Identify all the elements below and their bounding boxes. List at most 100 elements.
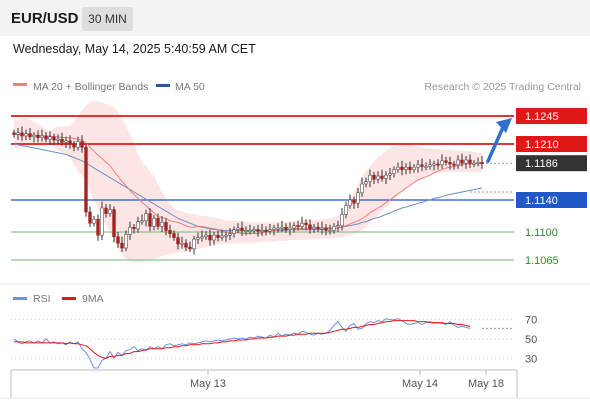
candle-body <box>204 234 208 238</box>
candle-body <box>396 166 400 170</box>
candle-body <box>384 174 388 179</box>
candle-body <box>316 226 320 230</box>
candle-body <box>60 138 64 143</box>
candle-body <box>128 226 132 235</box>
candle-body <box>444 160 448 163</box>
x-tick-label: May 18 <box>468 378 504 390</box>
candle-body <box>480 162 484 164</box>
symbol-title: EUR/USD <box>11 10 79 27</box>
forecast-arrow-shaft <box>486 123 506 163</box>
candle-body <box>400 166 404 170</box>
candle-body <box>152 218 156 227</box>
candle-body <box>412 166 416 170</box>
rsi-tick-30: 30 <box>525 353 537 365</box>
candle-body <box>328 230 332 232</box>
candle-body <box>208 234 212 241</box>
candle-body <box>464 159 468 164</box>
candle-body <box>336 225 340 228</box>
candle-body <box>324 227 328 231</box>
candle-body <box>56 138 60 141</box>
candle-body <box>264 230 268 232</box>
candle-body <box>252 229 256 232</box>
bollinger-band <box>14 100 482 263</box>
candle-body <box>452 163 456 166</box>
candle-body <box>108 209 112 214</box>
candle-body <box>92 218 96 224</box>
candle-body <box>432 163 436 166</box>
candle-body <box>80 141 84 148</box>
candle-body <box>308 224 312 230</box>
candle-body <box>424 166 428 168</box>
level-tag-1.1186 <box>516 155 587 172</box>
rsi-ma-legend-label: 9MA <box>82 293 104 305</box>
level-tag-1.1140 <box>516 192 587 208</box>
candle-body <box>220 235 224 238</box>
candle-body <box>312 226 316 230</box>
candle-body <box>360 183 364 194</box>
candle-body <box>200 236 204 239</box>
candle-body <box>168 230 172 234</box>
candle-body <box>140 220 144 223</box>
level-label-1.1100: 1.1100 <box>525 227 558 239</box>
forecast-arrow <box>486 118 512 163</box>
candle-body <box>348 199 352 206</box>
candle-body <box>64 140 68 143</box>
ma50-legend-swatch <box>156 84 170 87</box>
candle-body <box>116 236 120 244</box>
candle-body <box>188 246 192 250</box>
candle-body <box>344 205 348 215</box>
x-tick-label: May 13 <box>190 378 226 390</box>
candle-body <box>320 227 324 230</box>
candle-body <box>268 229 272 232</box>
candle-body <box>468 159 472 164</box>
credit-text: Research © 2025 Trading Central <box>424 81 581 93</box>
candle-body <box>376 175 380 180</box>
candle-body <box>288 227 292 230</box>
candle-body <box>276 227 280 230</box>
timeframe-badge[interactable]: 30 MIN <box>82 7 133 31</box>
candle-body <box>180 242 184 245</box>
candle-body <box>104 207 108 214</box>
moving-averages <box>13 133 483 235</box>
candle-body <box>28 133 32 138</box>
candle-body <box>404 166 408 170</box>
level-label-1.1186: 1.1186 <box>525 158 558 170</box>
candle-body <box>160 222 164 227</box>
candles <box>12 126 484 255</box>
candle-body <box>24 133 28 137</box>
candle-body <box>184 242 188 248</box>
candle-body <box>296 225 300 228</box>
candle-body <box>460 159 464 164</box>
level-tag-1.1245 <box>516 108 587 124</box>
candle-body <box>120 242 124 249</box>
candle-body <box>356 192 360 204</box>
rsi-series-9ma <box>14 320 471 359</box>
candle-body <box>456 159 460 166</box>
candle-body <box>124 234 128 249</box>
level-label-1.1245: 1.1245 <box>525 111 559 123</box>
candle-body <box>216 234 220 238</box>
rsi-ma-legend-swatch <box>62 297 76 300</box>
candle-body <box>340 214 344 226</box>
candle-body <box>304 222 308 226</box>
candle-body <box>372 174 376 180</box>
candle-body <box>136 221 140 230</box>
candle-body <box>416 164 420 168</box>
candle-body <box>420 164 424 167</box>
level-label-1.1140: 1.1140 <box>525 195 558 207</box>
candle-body <box>12 132 16 135</box>
candle-body <box>472 162 476 165</box>
level-label-1.1210: 1.1210 <box>525 139 559 151</box>
timestamp-text: Wednesday, May 14, 2025 5:40:59 AM CET <box>13 42 256 56</box>
candle-body <box>440 160 444 166</box>
candle-body <box>84 146 88 213</box>
rsi-panel: 70 50 30 <box>11 315 537 369</box>
candle-body <box>20 132 24 137</box>
candle-body <box>164 222 168 231</box>
rsi-tick-70: 70 <box>525 315 537 327</box>
rsi-tick-50: 50 <box>525 334 537 346</box>
candle-body <box>248 230 252 232</box>
price-levels <box>11 115 514 261</box>
candle-body <box>284 226 288 230</box>
